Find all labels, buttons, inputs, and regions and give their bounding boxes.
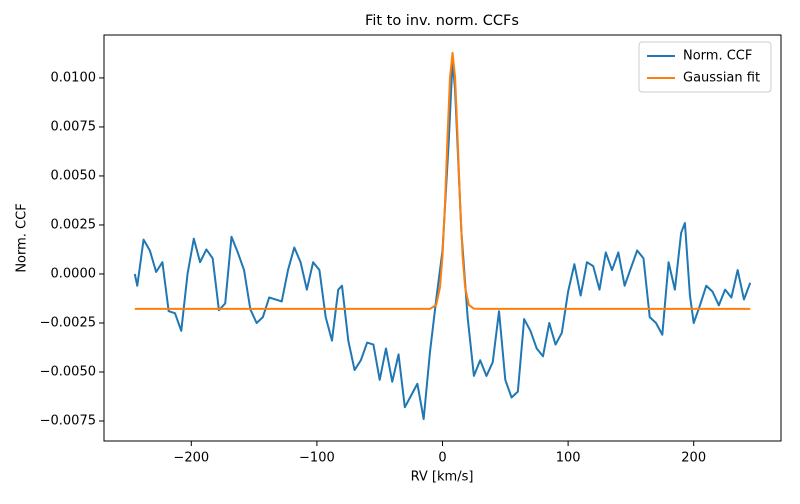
data-line [134,51,751,310]
y-axis-label: Norm. CCF [15,203,30,272]
x-axis-label: RV [km/s] [411,470,474,485]
x-tick-label: −100 [299,451,335,466]
x-tick-label: 100 [556,451,581,466]
y-tick-label: 0.0025 [51,217,97,232]
x-tick-label: 0 [438,451,446,466]
y-tick-label: −0.0025 [40,315,96,330]
y-tick-label: 0.0075 [51,119,97,134]
y-tick-label: −0.0075 [40,414,96,429]
chart-title: Fit to inv. norm. CCFs [365,13,519,29]
y-tick-label: 0.0000 [51,266,97,281]
y-tick-label: 0.0050 [51,168,97,183]
x-tick-label: −200 [173,451,209,466]
y-tick-label: −0.0050 [40,364,96,379]
plot-frame [103,34,782,442]
legend-label: Norm. CCF [683,49,752,64]
legend-box [638,41,772,93]
y-tick-label: 0.0100 [51,70,97,85]
legend-label: Gaussian fit [683,71,760,86]
x-tick-label: 200 [681,451,706,466]
